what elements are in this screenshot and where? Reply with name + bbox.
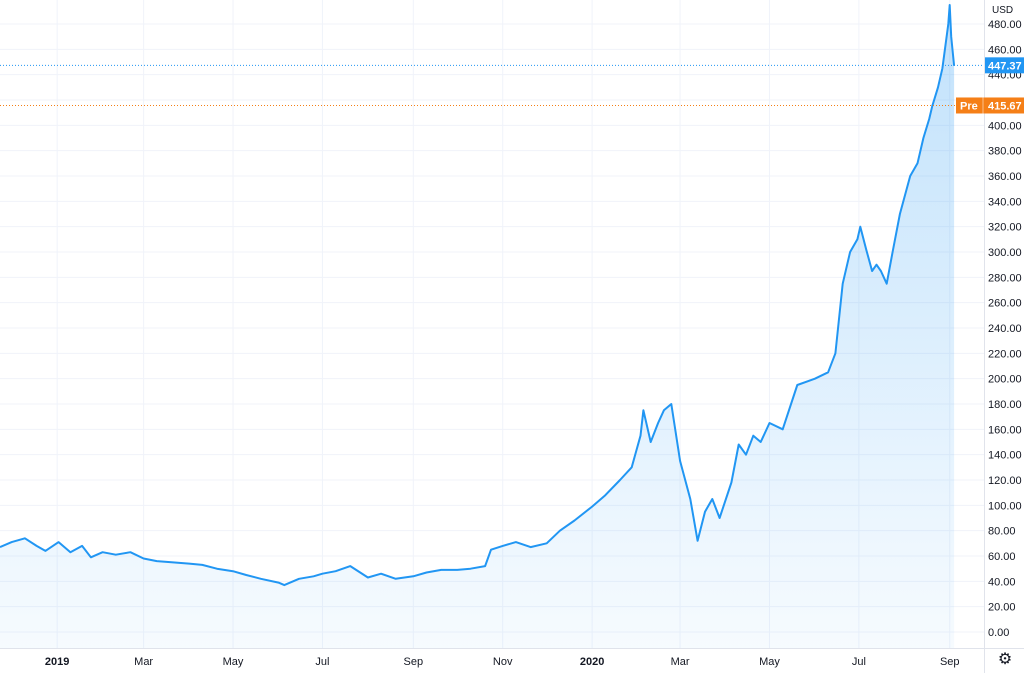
y-tick-label: 60.00 <box>988 551 1016 563</box>
y-tick-label: 320.00 <box>988 222 1022 234</box>
y-tick-label: 40.00 <box>988 576 1016 588</box>
y-tick-label: 280.00 <box>988 272 1022 284</box>
y-tick-label: 240.00 <box>988 323 1022 335</box>
pre-market-badge <box>956 97 1024 114</box>
x-tick-label: Jul <box>852 656 866 668</box>
y-tick-label: 220.00 <box>988 348 1022 360</box>
y-tick-label: 80.00 <box>988 526 1016 538</box>
gear-icon[interactable]: ⚙ <box>997 651 1013 668</box>
y-tick-label: 260.00 <box>988 298 1022 310</box>
x-tick-label: Sep <box>404 656 424 668</box>
x-tick-label: May <box>759 656 780 668</box>
pre-market-label: 415.67 <box>988 100 1022 112</box>
y-tick-label: 100.00 <box>988 500 1022 512</box>
y-tick-label: 160.00 <box>988 424 1022 436</box>
x-tick-label: Mar <box>671 656 690 668</box>
x-tick-label: May <box>223 656 244 668</box>
y-tick-label: 300.00 <box>988 247 1022 259</box>
y-tick-label: 380.00 <box>988 146 1022 158</box>
currency-label: USD <box>992 5 1014 16</box>
y-tick-label: 360.00 <box>988 171 1022 183</box>
x-tick-label: 2019 <box>45 656 69 668</box>
x-tick-label: Mar <box>134 656 153 668</box>
x-tick-label: 2020 <box>580 656 604 668</box>
x-tick-label: Sep <box>940 656 960 668</box>
pre-market-tag: Pre <box>960 100 978 112</box>
price-line <box>0 4 956 587</box>
y-tick-label: 140.00 <box>988 450 1022 462</box>
price-area <box>0 5 955 648</box>
x-tick-label: Nov <box>493 656 513 668</box>
y-tick-label: 340.00 <box>988 196 1022 208</box>
y-tick-label: 120.00 <box>988 475 1022 487</box>
y-tick-label: 400.00 <box>988 120 1022 132</box>
y-tick-label: 0.00 <box>988 627 1009 639</box>
y-tick-label: 20.00 <box>988 602 1016 614</box>
y-tick-label: 180.00 <box>988 399 1022 411</box>
y-tick-label: 460.00 <box>988 44 1022 56</box>
last-price-label: 447.37 <box>988 60 1022 72</box>
y-tick-label: 480.00 <box>988 19 1022 31</box>
x-tick-label: Jul <box>315 656 329 668</box>
last-price-badge <box>985 57 1024 74</box>
y-tick-label: 200.00 <box>988 374 1022 386</box>
